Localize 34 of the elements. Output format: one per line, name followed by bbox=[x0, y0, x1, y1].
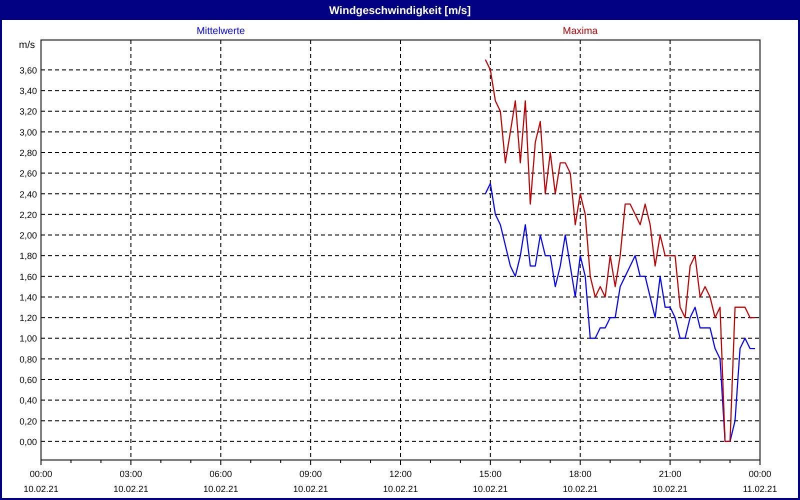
text: Mittelwerte bbox=[196, 26, 246, 37]
y-tick-label: 3,60 bbox=[19, 65, 37, 76]
y-tick-label: 1,60 bbox=[19, 272, 37, 282]
y-tick-label: 2,00 bbox=[19, 230, 37, 241]
x-tick-label: 12:00 10.02.21 bbox=[382, 469, 418, 494]
x-tick-label: 21:00 10.02.21 bbox=[652, 469, 688, 494]
line-series bbox=[484, 182, 756, 442]
text: Maxima bbox=[562, 26, 598, 37]
y-tick-label: 0,00 bbox=[19, 436, 37, 447]
y-tick-label: 1,00 bbox=[19, 334, 37, 344]
x-tick-label: 03:00 10.02.21 bbox=[113, 469, 148, 494]
line-series bbox=[484, 59, 756, 442]
x-tick-label: 06:00 10.02.21 bbox=[203, 469, 238, 494]
y-tick-label: 1,40 bbox=[19, 292, 37, 302]
x-tick-label: 15:00 10.02.21 bbox=[472, 469, 508, 494]
y-tick-label: 2,20 bbox=[19, 210, 37, 220]
y-tick-label: 0,20 bbox=[19, 416, 37, 426]
y-tick-label: 2,40 bbox=[19, 189, 37, 200]
y-tick-label: 3,20 bbox=[19, 106, 37, 117]
x-tick-label: 09:00 10.02.21 bbox=[293, 469, 328, 494]
x-tick-label: 00:00 11.02.21 bbox=[742, 469, 778, 494]
y-tick-label: 1,20 bbox=[19, 313, 37, 324]
y-tick-label: 0,80 bbox=[19, 354, 37, 364]
y-tick-label: 3,00 bbox=[19, 127, 37, 138]
y-axis-title: m/s bbox=[18, 40, 35, 51]
y-tick-label: 1,80 bbox=[19, 251, 37, 262]
x-tick-label: 00:00 10.02.21 bbox=[23, 469, 59, 494]
chart-title: Windgeschwindigkeit [m/s] bbox=[329, 5, 472, 17]
y-tick-label: 0,60 bbox=[19, 375, 37, 386]
y-tick-label: 0,40 bbox=[19, 396, 37, 406]
y-tick-label: 2,80 bbox=[19, 148, 37, 158]
y-tick-label: 2,60 bbox=[19, 168, 37, 179]
y-tick-label: 3,40 bbox=[19, 86, 37, 96]
x-tick-label: 18:00 10.02.21 bbox=[562, 469, 598, 494]
